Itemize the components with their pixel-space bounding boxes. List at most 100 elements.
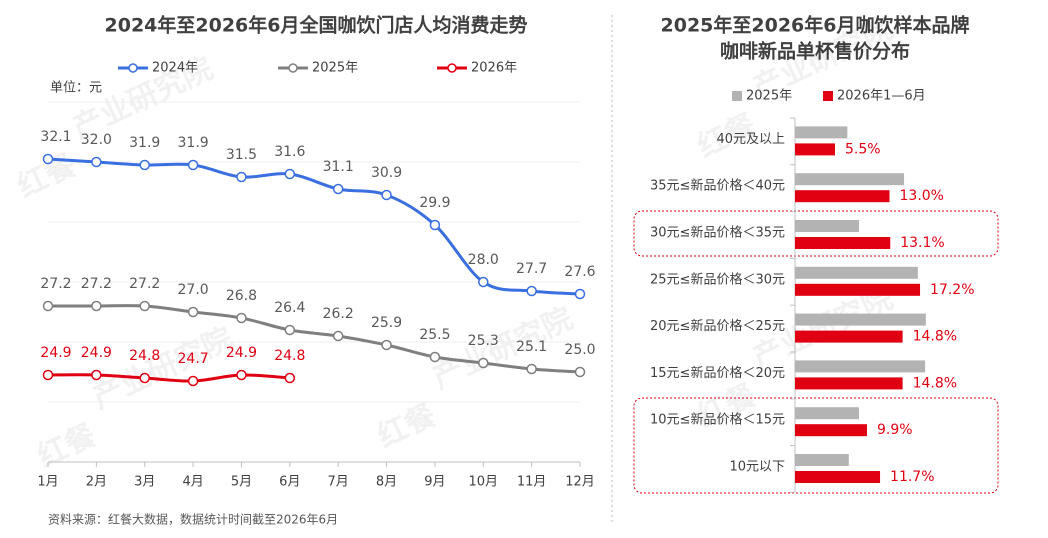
data-point (429, 219, 441, 231)
data-point (91, 300, 102, 312)
data-label: 31.9 (178, 135, 209, 151)
bar (795, 454, 849, 466)
x-tick-label: 10月 (468, 475, 498, 490)
series-line (47, 157, 581, 296)
x-tick-label: 3月 (134, 475, 155, 490)
data-label: 25.9 (371, 315, 402, 331)
data-label: 27.2 (81, 276, 112, 292)
data-label: 29.9 (419, 195, 450, 211)
data-label: 14.8% (913, 375, 957, 391)
chart-title: 2024年至2026年6月全国咖饮门店人均消费走势 (105, 14, 528, 37)
data-point (139, 159, 150, 171)
data-point (42, 369, 54, 381)
x-tick-label: 6月 (279, 475, 300, 490)
data-point (284, 168, 296, 180)
legend-label: 2025年 (312, 61, 358, 76)
bar (795, 313, 926, 326)
data-point (236, 171, 247, 183)
bar (795, 471, 881, 483)
data-label: 17.2% (930, 282, 974, 298)
data-label: 13.1% (900, 235, 944, 251)
data-label: 9.9% (877, 422, 913, 438)
data-label: 31.1 (323, 159, 354, 175)
x-tick-label: 4月 (182, 475, 203, 490)
bar (795, 424, 867, 437)
legend-label: 2024年 (152, 61, 198, 76)
data-point (526, 363, 537, 375)
data-point (332, 183, 344, 195)
y-tick-label: 35元≤新品价格＜40元 (650, 178, 785, 194)
x-tick-label: 7月 (328, 475, 349, 490)
highlight-box (633, 397, 999, 494)
data-point (332, 330, 344, 342)
y-tick-label: 25元≤新品价格＜30元 (650, 271, 785, 287)
x-tick-label: 12月 (565, 475, 595, 490)
data-point (478, 276, 489, 288)
data-label: 27.6 (564, 264, 595, 280)
data-point (139, 300, 150, 312)
data-label: 24.8 (274, 348, 305, 364)
highlight-box (633, 210, 999, 257)
data-point (381, 189, 392, 201)
data-label: 30.9 (371, 165, 402, 181)
watermark: 产业研究院 (427, 301, 578, 396)
data-label: 24.9 (40, 345, 71, 361)
data-label: 24.9 (81, 345, 112, 361)
data-label: 32.0 (81, 132, 112, 148)
data-point (236, 369, 247, 381)
unit-label: 单位：元 (50, 81, 102, 96)
bar (795, 407, 859, 420)
x-tick-label: 5月 (231, 475, 252, 490)
data-label: 25.0 (564, 342, 595, 358)
x-tick-label: 8月 (376, 475, 397, 490)
y-tick-label: 30元≤新品价格＜35元 (650, 225, 785, 241)
legend-label: 2026年 (471, 61, 517, 76)
y-tick-label: 10元以下 (729, 460, 785, 475)
data-point (429, 351, 441, 363)
bar (795, 173, 905, 186)
legend-label: 2025年 (746, 89, 792, 104)
data-label: 31.9 (129, 135, 160, 151)
data-label: 26.2 (323, 306, 354, 322)
data-label: 27.2 (129, 276, 160, 292)
data-label: 24.8 (129, 348, 160, 364)
data-point (139, 372, 150, 384)
data-label: 32.1 (40, 129, 71, 145)
bar (795, 283, 921, 296)
data-label: 28.0 (468, 252, 499, 268)
y-tick-label: 10元≤新品价格＜15元 (650, 412, 785, 428)
data-label: 26.8 (226, 288, 257, 304)
bar (795, 377, 903, 390)
data-point (91, 369, 102, 381)
data-point (574, 366, 586, 378)
bar (795, 266, 918, 279)
data-point (187, 375, 199, 387)
legend-marker (128, 63, 138, 73)
data-point (187, 159, 199, 171)
x-tick-label: 2月 (86, 475, 107, 490)
data-point (91, 156, 102, 168)
data-label: 26.4 (274, 300, 305, 316)
y-tick-label: 20元≤新品价格＜25元 (650, 318, 785, 334)
bar (795, 220, 859, 232)
data-label: 25.5 (419, 327, 450, 343)
data-point (381, 339, 392, 351)
legend-label: 2026年1—6月 (837, 89, 926, 104)
x-tick-label: 11月 (517, 475, 547, 490)
data-point (574, 288, 586, 300)
data-point (478, 357, 489, 369)
data-point (284, 324, 296, 336)
bar (795, 360, 926, 373)
data-label: 27.2 (40, 276, 71, 292)
data-label: 14.8% (913, 329, 957, 345)
data-label: 24.9 (226, 345, 257, 361)
data-label: 11.7% (890, 469, 934, 485)
bar (795, 237, 891, 249)
data-point (526, 285, 537, 297)
data-label: 31.5 (226, 147, 257, 163)
bar (795, 330, 903, 343)
x-tick-label: 9月 (424, 475, 445, 490)
bar (795, 126, 848, 139)
y-tick-label: 40元及以上 (716, 132, 785, 147)
